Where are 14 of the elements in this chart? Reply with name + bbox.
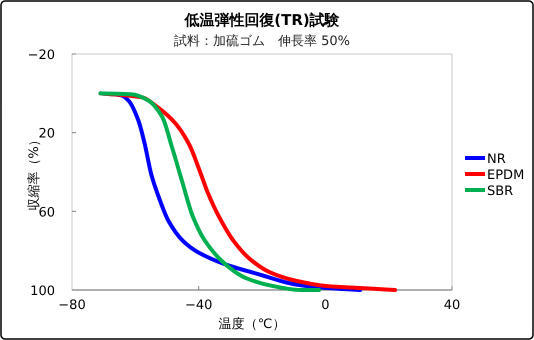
legend-label: NR	[487, 152, 506, 167]
y-tick-label: 60	[38, 205, 55, 220]
chart-title: 低温弾性回復(TR)試験	[183, 11, 341, 29]
x-axis-title: 温度（℃）	[218, 316, 286, 332]
chart-subtitle: 試料：加硫ゴム 伸長率 50%	[174, 33, 350, 49]
y-tick-label: 20	[38, 126, 55, 142]
legend-label: EPDM	[487, 168, 524, 183]
y-tick-label: 100	[30, 284, 55, 299]
x-tick-label: −40	[184, 298, 212, 313]
x-tick-label: 40	[444, 298, 460, 313]
legend-label: SBR	[487, 184, 514, 199]
x-tick-label: 0	[321, 298, 330, 313]
x-tick-label: −80	[58, 298, 86, 313]
y-tick-label: −20	[28, 48, 55, 63]
